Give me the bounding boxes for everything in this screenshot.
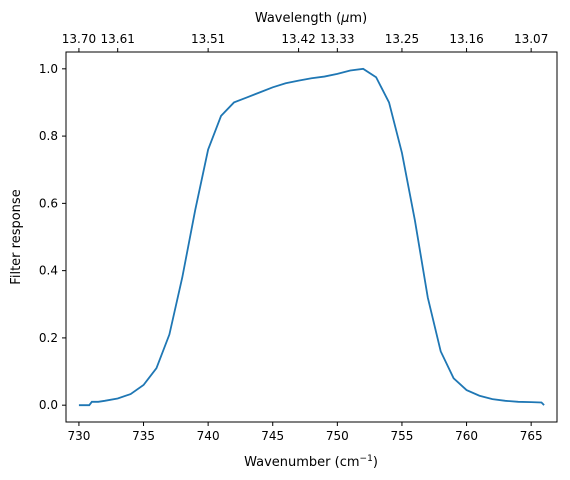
x-tick-label: 730 bbox=[67, 429, 90, 443]
top-tick-label: 13.07 bbox=[514, 32, 548, 46]
x-tick-label: 760 bbox=[455, 429, 478, 443]
y-tick-label: 1.0 bbox=[39, 62, 58, 76]
y-tick-label: 0.8 bbox=[39, 129, 58, 143]
top-tick-label: 13.16 bbox=[449, 32, 483, 46]
x-tick-label: 765 bbox=[520, 429, 543, 443]
x-tick-label: 735 bbox=[132, 429, 155, 443]
y-axis-label: Filter response bbox=[9, 189, 24, 284]
plot-frame bbox=[65, 51, 558, 423]
y-tick-label: 0.6 bbox=[39, 196, 58, 210]
y-tick-label: 0.0 bbox=[39, 398, 58, 412]
x-axis-label-exponent: −1 bbox=[360, 454, 373, 464]
top-tick-label: 13.51 bbox=[191, 32, 225, 46]
top-tick-label: 13.61 bbox=[101, 32, 135, 46]
top-tick-label: 13.70 bbox=[62, 32, 96, 46]
x-tick-label: 755 bbox=[390, 429, 413, 443]
series-line bbox=[78, 67, 545, 407]
y-tick-label: 0.4 bbox=[39, 264, 58, 278]
top-tick-label: 13.25 bbox=[385, 32, 419, 46]
top-axis-label: Wavelength (μm) bbox=[255, 11, 367, 26]
x-axis-label: Wavenumber (cm−1) bbox=[244, 454, 378, 470]
y-tick-label: 0.2 bbox=[39, 331, 58, 345]
top-tick-label: 13.33 bbox=[320, 32, 354, 46]
top-tick-label: 13.42 bbox=[281, 32, 315, 46]
x-tick-label: 740 bbox=[197, 429, 220, 443]
x-tick-label: 745 bbox=[261, 429, 284, 443]
x-tick-label: 750 bbox=[326, 429, 349, 443]
